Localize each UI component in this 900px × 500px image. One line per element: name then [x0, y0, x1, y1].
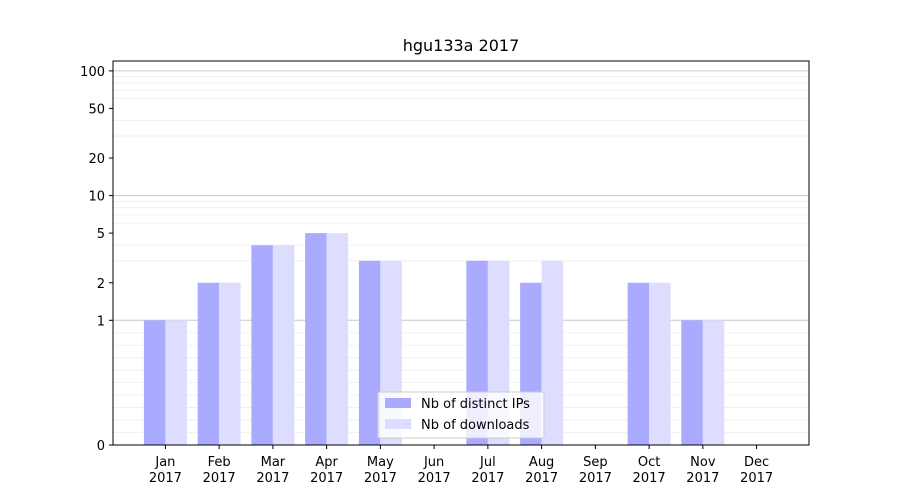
bar — [627, 282, 650, 445]
x-tick-label-month: Apr — [315, 455, 338, 470]
legend-label-downloads: Nb of downloads — [421, 418, 530, 433]
x-tick-label-month: Feb — [208, 455, 231, 470]
legend-swatch-distinct-ips — [385, 398, 411, 408]
bar — [251, 245, 273, 445]
y-tick-label: 10 — [88, 190, 105, 205]
y-tick-label: 2 — [97, 277, 105, 292]
bar — [305, 233, 327, 445]
x-tick-label-month: Oct — [638, 455, 660, 470]
plot-frame — [112, 60, 810, 446]
bar — [219, 282, 241, 445]
x-axis: Jan2017Feb2017Mar2017Apr2017May2017Jun20… — [149, 445, 773, 486]
legend-label-distinct-ips: Nb of distinct IPs — [421, 397, 530, 412]
x-tick-label-year: 2017 — [203, 471, 236, 486]
bar — [143, 320, 166, 445]
bar — [541, 260, 564, 445]
x-tick-label-year: 2017 — [579, 471, 612, 486]
chart-title: hgu133a 2017 — [403, 36, 520, 55]
x-tick-label-year: 2017 — [740, 471, 773, 486]
y-axis: 0 1 2 5 10 20 50 100 — [80, 65, 113, 454]
bar — [358, 260, 381, 445]
y-tick-label: 50 — [88, 102, 105, 117]
legend-box — [377, 391, 545, 439]
x-tick-label-year: 2017 — [364, 471, 397, 486]
y-tick-label: 100 — [80, 65, 105, 80]
x-tick-label-year: 2017 — [418, 471, 451, 486]
bar — [702, 320, 725, 445]
legend: Nb of distinct IPs Nb of downloads — [377, 391, 545, 439]
y-tick-label: 20 — [88, 152, 105, 167]
x-tick-label-month: Jan — [154, 455, 175, 470]
bar — [326, 233, 349, 445]
bar — [681, 320, 703, 445]
x-tick-label-month: Nov — [690, 455, 716, 470]
bar — [272, 245, 295, 445]
bar — [165, 320, 187, 445]
x-tick-label-month: Jun — [423, 455, 444, 470]
x-tick-label-month: Dec — [744, 455, 769, 470]
x-tick-label-year: 2017 — [256, 471, 289, 486]
bar — [197, 282, 220, 445]
x-tick-label-year: 2017 — [471, 471, 504, 486]
x-tick-label-month: Aug — [529, 455, 554, 470]
legend-swatch-downloads — [385, 419, 411, 429]
x-tick-label-year: 2017 — [686, 471, 719, 486]
x-tick-label-month: Mar — [261, 455, 286, 470]
x-tick-label-year: 2017 — [310, 471, 343, 486]
y-tick-label: 0 — [97, 439, 105, 454]
y-tick-label: 5 — [97, 227, 105, 242]
x-tick-label-year: 2017 — [633, 471, 666, 486]
x-tick-label-month: Jul — [479, 455, 496, 470]
bar — [649, 282, 671, 445]
x-tick-label-year: 2017 — [525, 471, 558, 486]
x-tick-label-year: 2017 — [149, 471, 182, 486]
x-tick-label-month: May — [367, 455, 394, 470]
y-tick-label: 1 — [97, 314, 105, 329]
bars — [143, 233, 725, 445]
x-tick-label-month: Sep — [583, 455, 608, 470]
